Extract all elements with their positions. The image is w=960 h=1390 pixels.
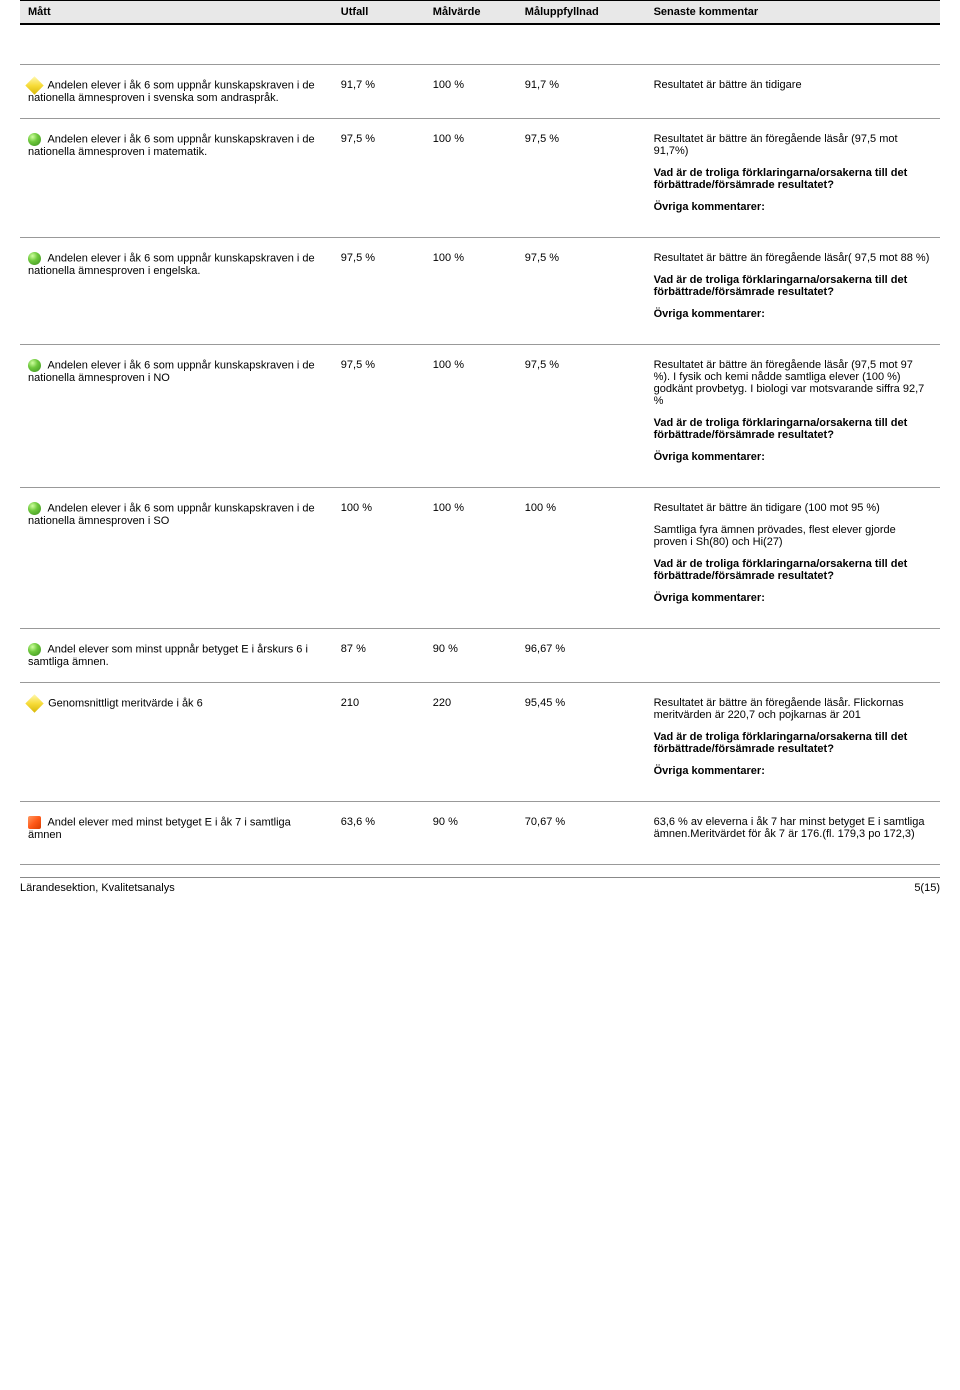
comment-text: Resultatet är bättre än föregående läsår… <box>654 133 932 157</box>
header-maluppfyllnad: Måluppfyllnad <box>517 1 646 25</box>
status-green-icon <box>28 643 41 656</box>
header-utfall: Utfall <box>333 1 425 25</box>
table-row: Andelen elever i åk 6 som uppnår kunskap… <box>20 344 940 487</box>
malvarde-value: 100 % <box>425 118 517 237</box>
status-yellow-icon <box>25 694 43 712</box>
status-green-icon <box>28 133 41 146</box>
header-senaste: Senaste kommentar <box>646 1 940 25</box>
comment-cell: Resultatet är bättre än föregående läsår… <box>646 118 940 237</box>
utfall-value: 210 <box>333 682 425 801</box>
comment-cell: Resultatet är bättre än föregående läsår… <box>646 682 940 801</box>
header-row: Mått Utfall Målvärde Måluppfyllnad Senas… <box>20 1 940 25</box>
malupp-value: 97,5 % <box>517 118 646 237</box>
comment-cell <box>646 628 940 682</box>
vad-ar-label: Vad är de troliga förklaringarna/orsaker… <box>654 417 932 441</box>
matt-text: Andel elever som minst uppnår betyget E … <box>28 643 308 668</box>
malvarde-value: 100 % <box>425 64 517 118</box>
matt-text: Andelen elever i åk 6 som uppnår kunskap… <box>28 79 315 104</box>
malupp-value: 95,45 % <box>517 682 646 801</box>
vad-ar-label: Vad är de troliga förklaringarna/orsaker… <box>654 731 932 755</box>
malvarde-value: 100 % <box>425 487 517 628</box>
matt-text: Andelen elever i åk 6 som uppnår kunskap… <box>28 133 315 158</box>
table-row: Andelen elever i åk 6 som uppnår kunskap… <box>20 237 940 344</box>
malupp-value: 97,5 % <box>517 344 646 487</box>
malvarde-value: 100 % <box>425 344 517 487</box>
malupp-value: 70,67 % <box>517 801 646 864</box>
status-red-icon <box>28 816 41 829</box>
page-footer: Lärandesektion, Kvalitetsanalys 5(15) <box>20 877 940 894</box>
vad-ar-label: Vad är de troliga förklaringarna/orsaker… <box>654 558 932 582</box>
malupp-value: 97,5 % <box>517 237 646 344</box>
matt-text: Andelen elever i åk 6 som uppnår kunskap… <box>28 359 315 384</box>
vad-ar-label: Vad är de troliga förklaringarna/orsaker… <box>654 167 932 191</box>
comment-text: 63,6 % av eleverna i åk 7 har minst bety… <box>654 816 932 840</box>
spacer <box>20 24 940 64</box>
header-matt: Mått <box>20 1 333 25</box>
comment-text: Samtliga fyra ämnen prövades, flest elev… <box>654 524 932 548</box>
table-row: Andelen elever i åk 6 som uppnår kunskap… <box>20 118 940 237</box>
utfall-value: 91,7 % <box>333 64 425 118</box>
matt-text: Genomsnittligt meritvärde i åk 6 <box>48 697 203 709</box>
utfall-value: 100 % <box>333 487 425 628</box>
matt-text: Andel elever med minst betyget E i åk 7 … <box>28 816 291 841</box>
table-row: Andel elever som minst uppnår betyget E … <box>20 628 940 682</box>
malvarde-value: 90 % <box>425 801 517 864</box>
malupp-value: 100 % <box>517 487 646 628</box>
comment-text: Resultatet är bättre än föregående läsår… <box>654 359 932 407</box>
malvarde-value: 100 % <box>425 237 517 344</box>
header-malvarde: Målvärde <box>425 1 517 25</box>
table-row: Andel elever med minst betyget E i åk 7 … <box>20 801 940 864</box>
comment-cell: Resultatet är bättre än tidigare <box>646 64 940 118</box>
utfall-value: 97,5 % <box>333 237 425 344</box>
malupp-value: 91,7 % <box>517 64 646 118</box>
metrics-table: Mått Utfall Målvärde Måluppfyllnad Senas… <box>20 0 940 865</box>
table-row: Andelen elever i åk 6 som uppnår kunskap… <box>20 64 940 118</box>
comment-text: Resultatet är bättre än tidigare <box>654 79 932 91</box>
ovriga-label: Övriga kommentarer: <box>654 308 932 320</box>
ovriga-label: Övriga kommentarer: <box>654 592 932 604</box>
vad-ar-label: Vad är de troliga förklaringarna/orsaker… <box>654 274 932 298</box>
utfall-value: 63,6 % <box>333 801 425 864</box>
comment-cell: Resultatet är bättre än föregående läsår… <box>646 344 940 487</box>
malvarde-value: 220 <box>425 682 517 801</box>
malvarde-value: 90 % <box>425 628 517 682</box>
matt-text: Andelen elever i åk 6 som uppnår kunskap… <box>28 502 315 527</box>
footer-right: 5(15) <box>914 882 940 894</box>
comment-text: Resultatet är bättre än föregående läsår… <box>654 697 932 721</box>
footer-left: Lärandesektion, Kvalitetsanalys <box>20 882 175 894</box>
comment-cell: Resultatet är bättre än tidigare (100 mo… <box>646 487 940 628</box>
utfall-value: 97,5 % <box>333 344 425 487</box>
comment-text: Resultatet är bättre än tidigare (100 mo… <box>654 502 932 514</box>
status-green-icon <box>28 252 41 265</box>
ovriga-label: Övriga kommentarer: <box>654 201 932 213</box>
status-green-icon <box>28 359 41 372</box>
comment-text: Resultatet är bättre än föregående läsår… <box>654 252 932 264</box>
matt-text: Andelen elever i åk 6 som uppnår kunskap… <box>28 252 315 277</box>
utfall-value: 97,5 % <box>333 118 425 237</box>
comment-cell: 63,6 % av eleverna i åk 7 har minst bety… <box>646 801 940 864</box>
ovriga-label: Övriga kommentarer: <box>654 765 932 777</box>
utfall-value: 87 % <box>333 628 425 682</box>
status-green-icon <box>28 502 41 515</box>
comment-cell: Resultatet är bättre än föregående läsår… <box>646 237 940 344</box>
table-row: Genomsnittligt meritvärde i åk 6 210 220… <box>20 682 940 801</box>
table-row: Andelen elever i åk 6 som uppnår kunskap… <box>20 487 940 628</box>
malupp-value: 96,67 % <box>517 628 646 682</box>
ovriga-label: Övriga kommentarer: <box>654 451 932 463</box>
